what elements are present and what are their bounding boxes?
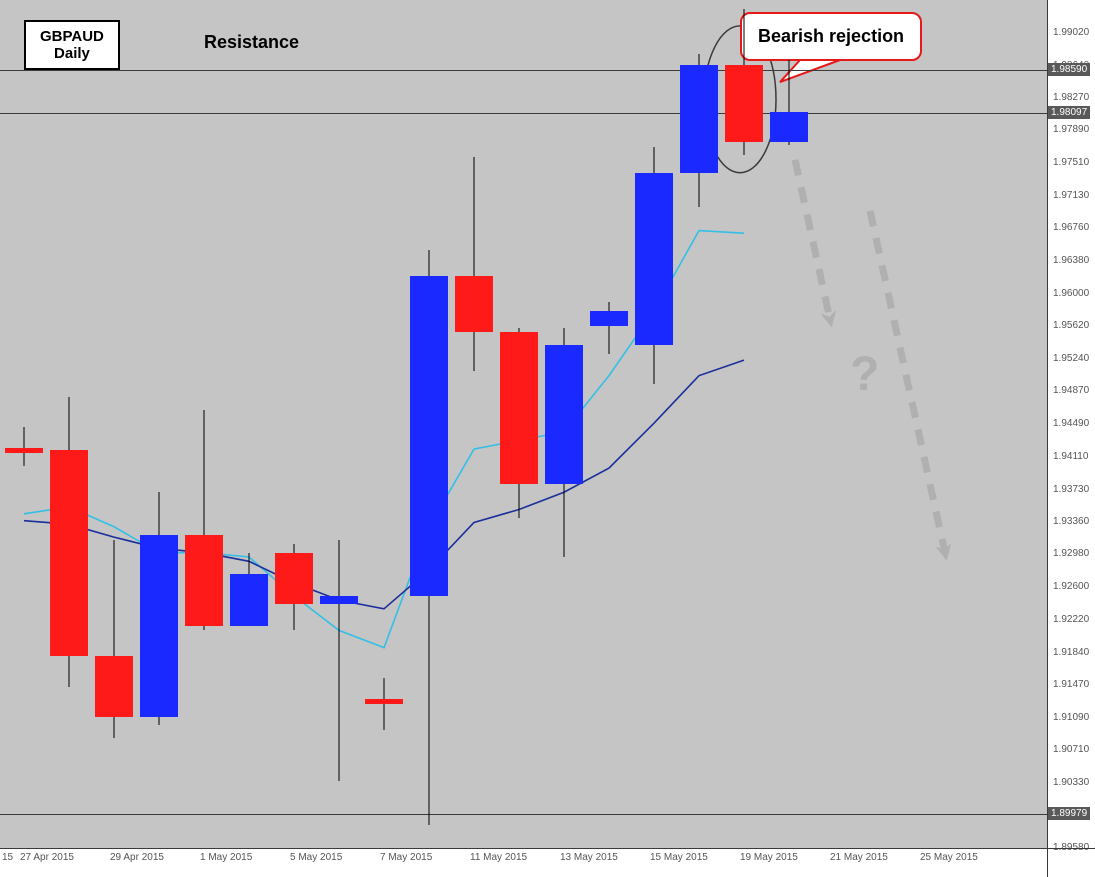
y-tick-label: 1.95240: [1053, 353, 1089, 364]
candle: [635, 0, 673, 1]
x-tick-label: 27 Apr 2015: [20, 852, 74, 863]
y-tick-label: 1.96380: [1053, 255, 1089, 266]
candle: [590, 0, 628, 1]
y-tick-label: 1.97890: [1053, 124, 1089, 135]
y-tick-label: 1.96760: [1053, 222, 1089, 233]
candle: [50, 0, 88, 1]
candle: [365, 0, 403, 1]
symbol-box: GBPAUD Daily: [24, 20, 120, 70]
candle: [410, 0, 448, 1]
symbol-line2: Daily: [40, 45, 104, 62]
x-tick-label: 19 May 2015: [740, 852, 798, 863]
candle: [320, 0, 358, 1]
x-tick-label: 13 May 2015: [560, 852, 618, 863]
x-tick-label: 15 May 2015: [650, 852, 708, 863]
candle: [545, 0, 583, 1]
y-tick-label: 1.92220: [1053, 614, 1089, 625]
price-tag: 1.89979: [1048, 807, 1090, 820]
y-tick-label: 1.99020: [1053, 27, 1089, 38]
y-tick-label: 1.95620: [1053, 320, 1089, 331]
y-tick-label: 1.94110: [1053, 451, 1088, 462]
callout-text: Bearish rejection: [758, 26, 904, 46]
y-tick-label: 1.97130: [1053, 190, 1089, 201]
x-tick-label: 7 May 2015: [380, 852, 432, 863]
y-tick-label: 1.92980: [1053, 548, 1089, 559]
price-tag: 1.98097: [1048, 106, 1090, 119]
y-tick-label: 1.98270: [1053, 92, 1089, 103]
x-tick-label: 25 May 2015: [920, 852, 978, 863]
y-tick-label: 1.91470: [1053, 679, 1089, 690]
candle: [95, 0, 133, 1]
x-tick-label: 15: [2, 852, 13, 863]
bearish-callout: Bearish rejection: [740, 12, 922, 61]
resistance-label: Resistance: [204, 32, 299, 53]
x-tick-label: 11 May 2015: [470, 852, 527, 863]
candle: [230, 0, 268, 1]
question-mark: ?: [850, 347, 879, 402]
y-tick-label: 1.90710: [1053, 744, 1089, 755]
chart-container: 1.895801.899601.903301.907101.910901.914…: [0, 0, 1095, 877]
y-tick-label: 1.92600: [1053, 581, 1089, 592]
candle: [770, 0, 808, 1]
y-tick-label: 1.93730: [1053, 484, 1089, 495]
candle: [455, 0, 493, 1]
symbol-line1: GBPAUD: [40, 28, 104, 45]
candle: [5, 0, 43, 1]
price-tag: 1.98590: [1048, 63, 1090, 76]
candle: [725, 0, 763, 1]
x-tick-label: 29 Apr 2015: [110, 852, 164, 863]
candle: [500, 0, 538, 1]
y-tick-label: 1.96000: [1053, 288, 1089, 299]
y-tick-label: 1.94490: [1053, 418, 1089, 429]
y-tick-label: 1.94870: [1053, 385, 1089, 396]
y-tick-label: 1.97510: [1053, 157, 1089, 168]
x-tick-label: 1 May 2015: [200, 852, 252, 863]
y-tick-label: 1.91090: [1053, 712, 1089, 723]
candle: [275, 0, 313, 1]
y-tick-label: 1.91840: [1053, 647, 1089, 658]
y-tick-label: 1.90330: [1053, 777, 1089, 788]
candle: [680, 0, 718, 1]
y-tick-label: 1.93360: [1053, 516, 1089, 527]
candle: [140, 0, 178, 1]
x-tick-label: 5 May 2015: [290, 852, 342, 863]
x-tick-label: 21 May 2015: [830, 852, 888, 863]
candle: [185, 0, 223, 1]
